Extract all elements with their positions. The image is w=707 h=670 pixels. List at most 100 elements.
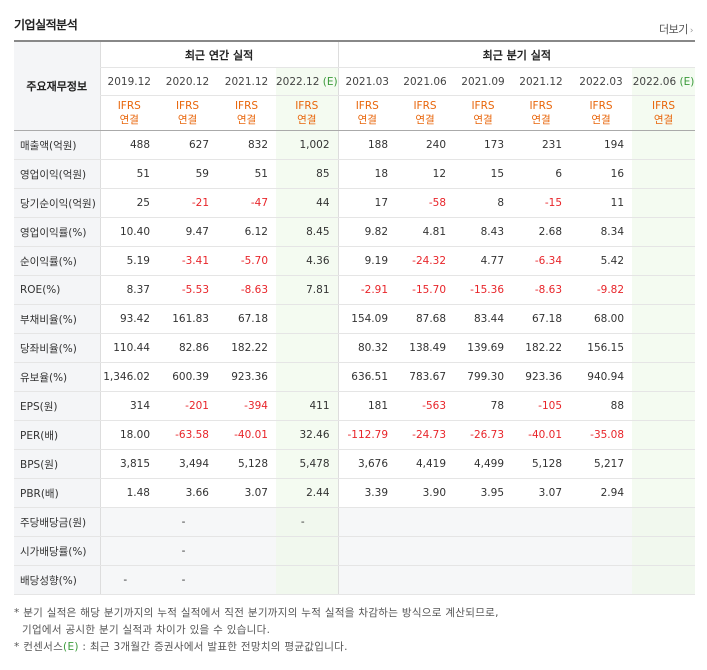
table-cell: -15 <box>512 188 571 218</box>
annual-header: 최근 연간 실적 <box>99 40 339 68</box>
ifrs-consolidated: 연결 <box>357 114 377 126</box>
period-label: 2020.12 <box>165 75 210 88</box>
table-cell: 182.22 <box>217 333 276 363</box>
table-cell <box>632 217 696 247</box>
table-cell: 173 <box>454 130 513 160</box>
row-label: 부채비율(%) <box>14 304 100 334</box>
period-label: 2019.12 <box>107 75 151 88</box>
table-cell: 16 <box>570 159 633 189</box>
table-cell <box>632 304 696 334</box>
row-label: BPS(원) <box>14 449 100 479</box>
estimate-mark: (E) <box>63 641 79 653</box>
estimate-mark: (E) <box>679 75 695 88</box>
table-cell: - <box>158 507 217 537</box>
more-link[interactable]: 더보기 › <box>659 21 694 37</box>
table-cell <box>632 275 696 305</box>
table-cell: 5.42 <box>570 246 633 276</box>
table-cell: -26.73 <box>454 420 513 450</box>
table-cell: -40.01 <box>217 420 276 450</box>
table-cell: -105 <box>512 391 571 421</box>
row-label: ROE(%) <box>14 275 100 305</box>
row-label: 당기순이익(억원) <box>14 188 100 218</box>
table-cell: 923.36 <box>217 362 276 392</box>
table-cell <box>570 565 633 595</box>
table-row: PBR(배) 1.48 3.66 3.07 2.44 3.39 3.90 3.95 3.07 2.… <box>14 478 696 508</box>
table-cell: 194 <box>570 130 633 160</box>
table-cell: 68.00 <box>570 304 633 334</box>
more-label[interactable]: 더보기 <box>659 23 688 36</box>
table-cell <box>99 507 158 537</box>
table-cell: 6.12 <box>217 217 276 247</box>
footnotes: * 분기 실적은 해당 분기까지의 누적 실적에서 직전 분기까지의 누적 실적… <box>14 605 499 656</box>
table-cell: 3,494 <box>158 449 217 479</box>
table-cell: -3.41 <box>158 246 217 276</box>
table-cell: -8.63 <box>217 275 276 305</box>
table-cell: 10.40 <box>99 217 158 247</box>
table-cell: -15.70 <box>396 275 455 305</box>
table-cell <box>632 565 696 595</box>
table-cell: -112.79 <box>337 420 397 450</box>
chevron-right-icon: › <box>689 26 694 36</box>
table-cell: 411 <box>276 391 339 421</box>
table-cell: 4.77 <box>454 246 513 276</box>
table-cell: 923.36 <box>512 362 571 392</box>
ifrs-standard: IFRS <box>295 100 319 112</box>
table-cell <box>632 246 696 276</box>
estimate-mark: (E) <box>322 75 338 88</box>
table-cell: 4.81 <box>396 217 455 247</box>
table-cell: -58 <box>396 188 455 218</box>
table-cell: 87.68 <box>396 304 455 334</box>
footnote-2-text: : 최근 3개월간 증권사에서 발표한 전망치의 평균값입니다. <box>82 641 348 653</box>
ifrs-standard: IFRS <box>175 100 200 112</box>
table-cell <box>337 507 397 537</box>
footnote-2: * 컨센서스(E) : 최근 3개월간 증권사에서 발표한 전망치의 평균값입니… <box>14 639 499 656</box>
table-cell <box>512 507 571 537</box>
bullet: * <box>14 641 20 653</box>
table-cell: 44 <box>276 188 339 218</box>
row-label: 배당성향(%) <box>14 565 100 595</box>
table-cell <box>276 362 339 392</box>
table-cell: -24.73 <box>396 420 455 450</box>
consensus-label: 컨센서스 <box>23 641 64 653</box>
period-label: 2021.09 <box>461 75 505 88</box>
table-cell <box>396 536 455 566</box>
table-row: ROE(%) 8.37 -5.53 -8.63 7.81 -2.91 -15.70 -15.3… <box>14 275 696 305</box>
row-label: EPS(원) <box>14 391 100 421</box>
section-title: 기업실적분석 <box>14 18 78 32</box>
table-cell: -9.82 <box>570 275 633 305</box>
table-cell: -47 <box>217 188 276 218</box>
table-cell: 80.32 <box>337 333 397 363</box>
ifrs-standard: IFRS <box>234 100 259 112</box>
row-label: PER(배) <box>14 420 100 450</box>
table-cell: 783.67 <box>396 362 455 392</box>
table-cell: 188 <box>337 130 397 160</box>
table-cell: 3.66 <box>158 478 217 508</box>
table-cell: -24.32 <box>396 246 455 276</box>
table-row: 배당성향(%) - - <box>14 565 696 595</box>
table-cell <box>337 536 397 566</box>
table-cell <box>276 304 339 334</box>
ifrs-label: IFRS 연결 <box>632 95 696 131</box>
table-cell: 2.68 <box>512 217 571 247</box>
row-label: 유보율(%) <box>14 362 100 392</box>
table-cell: 139.69 <box>454 333 513 363</box>
table-cell: 3,676 <box>337 449 397 479</box>
period-label: 2021.12 <box>519 75 563 88</box>
ifrs-label: IFRS 연결 <box>570 95 633 131</box>
table-cell: 5.19 <box>99 246 158 276</box>
table-cell: 17 <box>337 188 397 218</box>
table-cell <box>99 536 158 566</box>
table-cell: 1,002 <box>276 130 339 160</box>
table-cell <box>454 507 513 537</box>
table-cell <box>632 362 696 392</box>
ifrs-label: IFRS 연결 <box>396 95 455 131</box>
table-cell: -5.70 <box>217 246 276 276</box>
period-label: 2021.12 <box>224 75 269 88</box>
bullet: * <box>14 607 20 619</box>
table-cell: 488 <box>99 130 158 160</box>
table-cell: 600.39 <box>158 362 217 392</box>
table-cell: 51 <box>217 159 276 189</box>
table-cell <box>217 507 276 537</box>
footnote-1-cont: 기업에서 공시한 분기 실적과 차이가 있을 수 있습니다. <box>22 624 271 636</box>
